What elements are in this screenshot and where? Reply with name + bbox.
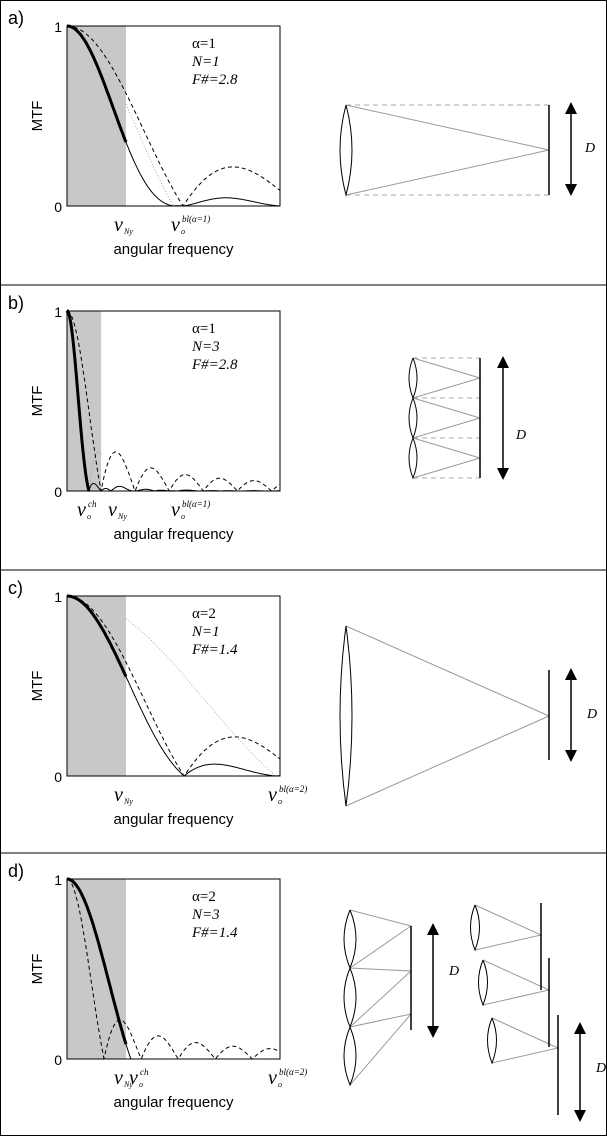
marker-superscript: bl(α=2) (279, 1067, 307, 1077)
marker-symbol: ν (268, 784, 277, 806)
marker-symbol: ν (114, 1067, 123, 1089)
plot-frame (66, 878, 281, 1060)
aperture-label: D (448, 964, 459, 979)
system-mtf-curve-nyquist (65, 309, 91, 492)
panel-label: c) (8, 578, 23, 598)
marker-symbol: ν (129, 1067, 138, 1089)
aperture-label: D (584, 141, 595, 156)
optics-mtf-curve (66, 878, 281, 1061)
marker-superscript: ch (140, 1067, 149, 1077)
marker-subscript: o (181, 512, 185, 521)
pixel-mtf-curve (125, 618, 276, 777)
plot-frame (66, 25, 281, 207)
x-axis-label: angular frequency (113, 811, 234, 828)
optics-diagram (339, 102, 577, 197)
marker-subscript: o (278, 1080, 282, 1089)
marker-subscript: o (87, 512, 91, 521)
y-axis-label: MTF (29, 386, 46, 417)
parameter: α=1 (192, 36, 216, 52)
marker-subscript: Ny (123, 227, 133, 236)
optics-mtf-curve (67, 595, 281, 777)
plot-frame (66, 310, 281, 492)
marker-symbol: ν (268, 1067, 277, 1089)
marker-subscript: Ny (123, 1080, 133, 1089)
parameter: F#=2.8 (191, 72, 238, 88)
marker-superscript: bl(α=1) (182, 499, 210, 509)
plot-frame (66, 595, 281, 777)
parameter: N=1 (191, 624, 220, 640)
y-min-label: 0 (54, 484, 62, 500)
parameter: F#=2.8 (191, 357, 238, 373)
marker-symbol: ν (114, 784, 123, 806)
panel-label: d) (8, 861, 24, 881)
aperture-label: D (595, 1061, 606, 1076)
parameter: N=3 (191, 339, 220, 355)
pixel-mtf-curve (88, 451, 102, 492)
panel-label: b) (8, 293, 24, 313)
optics-mtf-curve (66, 310, 281, 493)
marker-subscript: o (278, 797, 282, 806)
marker-superscript: bl(α=2) (279, 784, 307, 794)
marker-symbol: ν (108, 499, 117, 521)
parameter: F#=1.4 (191, 642, 238, 658)
y-min-label: 0 (54, 199, 62, 215)
marker-subscript: o (181, 227, 185, 236)
aperture-label: D (586, 707, 597, 722)
parameter: α=2 (192, 889, 216, 905)
y-axis-label: MTF (29, 954, 46, 985)
parameter: α=2 (192, 606, 216, 622)
parameter: N=1 (191, 54, 220, 70)
y-min-label: 0 (54, 1052, 62, 1068)
parameter: N=3 (191, 907, 220, 923)
marker-subscript: Ny (123, 797, 133, 806)
marker-symbol: ν (114, 214, 123, 236)
marker-superscript: bl(α=1) (182, 214, 210, 224)
parameter: α=1 (192, 321, 216, 337)
marker-symbol: ν (171, 499, 180, 521)
panel-label: a) (8, 8, 24, 28)
system-mtf-curve-nyquist (67, 594, 128, 678)
optics-diagram (343, 903, 586, 1122)
y-max-label: 1 (54, 589, 62, 605)
marker-symbol: ν (77, 499, 86, 521)
x-axis-label: angular frequency (113, 526, 234, 543)
nyquist-region (67, 879, 127, 1059)
pixel-mtf-curve (125, 103, 174, 207)
x-axis-label: angular frequency (113, 241, 234, 258)
marker-subscript: o (139, 1080, 143, 1089)
parameter: F#=1.4 (191, 925, 238, 941)
marker-subscript: Ny (117, 512, 127, 521)
system-mtf-curve-nyquist (67, 877, 128, 1045)
aperture-label: D (515, 428, 526, 443)
marker-superscript: ch (88, 499, 97, 509)
optics-diagram (339, 625, 577, 807)
y-max-label: 1 (54, 19, 62, 35)
marker-symbol: ν (171, 214, 180, 236)
y-axis-label: MTF (29, 101, 46, 132)
y-max-label: 1 (54, 304, 62, 320)
optics-mtf-curve (67, 25, 281, 207)
system-mtf-curve-nyquist (67, 24, 128, 143)
nyquist-region (67, 596, 127, 776)
x-axis-label: angular frequency (113, 1094, 234, 1111)
optics-diagram (408, 356, 509, 480)
y-axis-label: MTF (29, 671, 46, 702)
y-max-label: 1 (54, 872, 62, 888)
y-min-label: 0 (54, 769, 62, 785)
